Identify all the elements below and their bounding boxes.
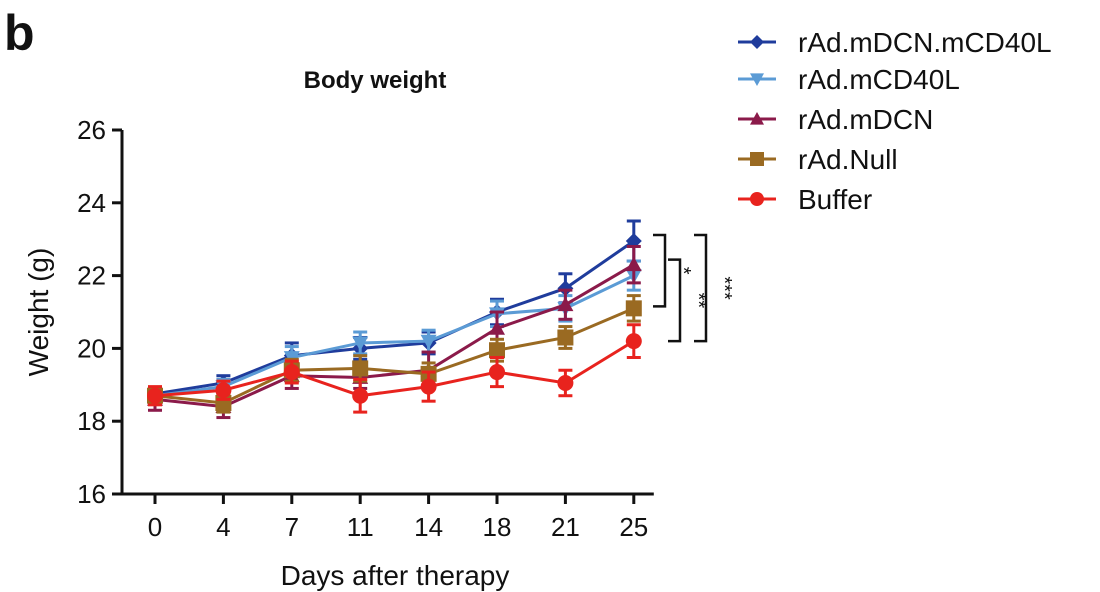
y-tick-label: 24: [77, 188, 106, 218]
x-tick-label: 21: [551, 512, 580, 542]
data-point: [215, 382, 232, 399]
x-tick-label: 25: [619, 512, 648, 542]
data-point: [557, 280, 574, 297]
legend-label: Buffer: [798, 184, 872, 215]
legend-item: rAd.Null: [738, 144, 898, 175]
series-Buffer: [147, 323, 642, 414]
series-line: [154, 339, 635, 398]
x-tick-label: 0: [148, 512, 162, 542]
legend-marker: [750, 73, 764, 86]
legend-label: rAd.mDCN: [798, 104, 933, 135]
data-point: [557, 374, 574, 391]
legend-label: rAd.mCD40L: [798, 64, 960, 95]
legend-label: rAd.Null: [798, 144, 898, 175]
legend-item: rAd.mCD40L: [738, 64, 960, 95]
data-point: [489, 342, 505, 359]
y-tick-label: 22: [77, 261, 106, 291]
data-point: [147, 387, 163, 404]
data-point: [352, 360, 369, 377]
legend-marker: [750, 112, 764, 125]
data-point: [625, 333, 642, 350]
significance-bracket-3-label: ***: [713, 276, 735, 300]
data-point: [420, 378, 437, 395]
panel-label: b: [4, 5, 35, 61]
legend-item: rAd.mDCN: [738, 104, 933, 135]
x-tick-label: 11: [347, 512, 374, 542]
data-point: [557, 329, 574, 346]
x-tick-label: 14: [414, 512, 443, 542]
x-axis-label: Days after therapy: [281, 560, 510, 591]
x-tick-label: 18: [483, 512, 512, 542]
legend-marker: [750, 152, 764, 166]
y-tick-label: 20: [77, 333, 106, 363]
x-tick-label: 7: [285, 512, 299, 542]
significance-bracket-1-label: *: [672, 267, 694, 275]
data-point: [489, 364, 505, 381]
data-point: [625, 256, 642, 272]
data-point: [489, 320, 505, 335]
series-line: [154, 306, 635, 405]
legend-item: rAd.mDCN.mCD40L: [738, 27, 1052, 58]
series-line: [154, 239, 635, 396]
legend-marker: [750, 35, 764, 49]
data-point: [283, 364, 300, 381]
y-axis-label: Weight (g): [23, 248, 54, 377]
data-point: [352, 336, 369, 351]
significance-bracket-2: [668, 258, 682, 343]
data-point: [557, 296, 574, 312]
legend-label: rAd.mDCN.mCD40L: [798, 27, 1052, 58]
series-line: [154, 263, 635, 409]
significance-bracket-2-label: **: [687, 293, 709, 309]
data-point: [625, 300, 642, 317]
x-tick-label: 4: [216, 512, 230, 542]
chart-title: Body weight: [304, 67, 447, 94]
legend-item: Buffer: [738, 184, 872, 215]
y-tick-label: 26: [77, 115, 106, 145]
significance-bracket-3: [694, 233, 708, 343]
data-point: [420, 334, 437, 350]
legend-marker: [750, 192, 764, 206]
y-tick-label: 18: [77, 406, 106, 436]
significance-bracket-1: [653, 233, 667, 308]
data-point: [352, 387, 369, 404]
y-tick-label: 16: [77, 479, 106, 509]
